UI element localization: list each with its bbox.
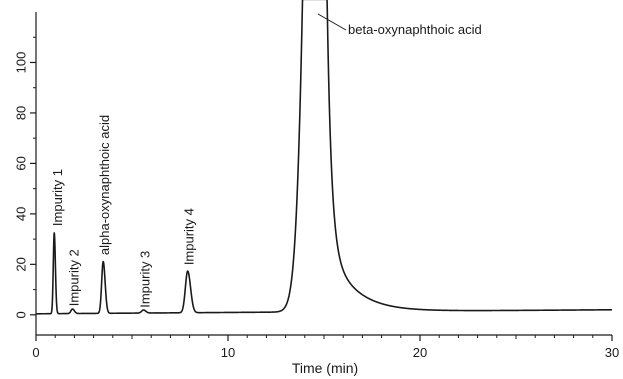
peak-label-beta-oxynaphthoic-acid: beta-oxynaphthoic acid bbox=[348, 22, 482, 37]
y-tick-label: 80 bbox=[13, 106, 28, 120]
peak-labels: Impurity 1 Impurity 2 alpha-oxynaphthoic a… bbox=[50, 13, 482, 308]
x-axis-title: Time (min) bbox=[292, 360, 358, 376]
peak-label-impurity-3: Impurity 3 bbox=[138, 251, 153, 308]
y-tick-label: 0 bbox=[13, 311, 28, 318]
x-tick-label: 10 bbox=[221, 345, 235, 360]
x-tick-label: 0 bbox=[32, 345, 39, 360]
y-tick-label: 100 bbox=[13, 52, 28, 74]
main-peak-leader-line bbox=[317, 13, 347, 31]
y-tick-label: 40 bbox=[13, 207, 28, 221]
x-axis: 0 10 20 30 bbox=[32, 334, 619, 360]
y-tick-label: 60 bbox=[13, 156, 28, 170]
peak-label-impurity-4: Impurity 4 bbox=[182, 208, 197, 265]
peak-label-impurity-1: Impurity 1 bbox=[50, 169, 65, 226]
x-tick-label: 20 bbox=[413, 345, 427, 360]
x-tick-label: 30 bbox=[605, 345, 619, 360]
trace-group bbox=[35, 0, 613, 315]
peak-label-alpha-oxynaphthoic-acid: alpha-oxynaphthoic acid bbox=[97, 115, 112, 255]
y-tick-label: 20 bbox=[13, 257, 28, 271]
y-axis: 0 20 40 60 80 100 bbox=[13, 12, 37, 335]
peak-label-impurity-2: Impurity 2 bbox=[66, 249, 81, 306]
chromatogram-trace bbox=[35, 0, 613, 315]
